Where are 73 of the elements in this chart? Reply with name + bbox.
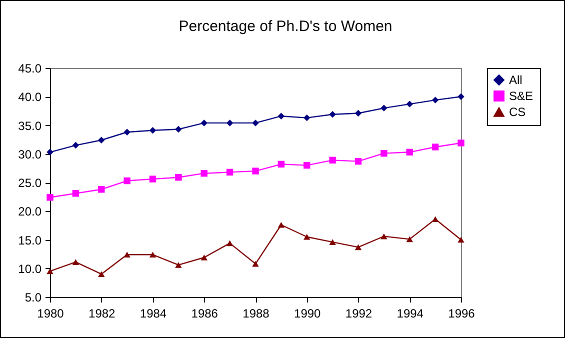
point (124, 128, 130, 136)
point (406, 236, 413, 242)
chart-title: Percentage of Ph.D's to Women (178, 18, 392, 35)
point (226, 168, 234, 176)
y-tick-label: 35.0 (18, 118, 42, 133)
legend-label: S&E (509, 89, 534, 103)
point (149, 176, 156, 182)
legend-label: CS (509, 105, 526, 119)
y-tick-label: 15.0 (18, 233, 42, 248)
point (458, 236, 464, 243)
y-tick-label: 40.0 (18, 90, 42, 104)
y-tick-label: 45.0 (18, 62, 42, 76)
x-tick-label: 1996 (448, 306, 476, 320)
point (124, 252, 130, 258)
point (98, 136, 105, 144)
point (406, 100, 413, 108)
x-tick-label: 1990 (294, 306, 322, 320)
y-tick-label: 10.0 (18, 262, 42, 276)
point (200, 120, 208, 126)
x-tick-label: 1982 (88, 306, 116, 320)
point (98, 186, 105, 193)
point (72, 259, 80, 265)
point (329, 239, 336, 245)
point (175, 174, 182, 181)
point (149, 252, 156, 258)
x-tick-label: 1986 (191, 306, 218, 320)
point (226, 120, 234, 126)
point (124, 177, 130, 184)
point (72, 190, 80, 197)
point (354, 110, 362, 117)
point (304, 114, 310, 122)
point (278, 222, 285, 228)
point (380, 233, 388, 240)
point (278, 160, 285, 168)
point (304, 162, 310, 169)
y-tick-label: 25.0 (18, 176, 42, 190)
point (329, 156, 336, 164)
point (46, 268, 54, 274)
point (354, 158, 362, 165)
point (458, 140, 464, 146)
legend-label: All (509, 73, 522, 87)
x-tick-label: 1984 (140, 306, 167, 320)
point (329, 111, 336, 118)
point (175, 126, 182, 133)
point (175, 262, 182, 268)
point (278, 112, 285, 120)
point (252, 168, 259, 174)
point (406, 148, 413, 156)
point (46, 148, 54, 156)
point (149, 127, 156, 134)
point (200, 170, 208, 177)
point (432, 216, 439, 222)
point (380, 104, 388, 112)
point (380, 150, 388, 157)
point (98, 271, 105, 278)
point (432, 144, 439, 150)
point (354, 244, 362, 250)
x-tick-label: 1992 (345, 306, 372, 320)
point (72, 142, 80, 149)
point (252, 120, 259, 126)
x-tick-label: 1994 (396, 306, 424, 320)
point (432, 96, 439, 104)
point (458, 93, 464, 100)
point (200, 254, 208, 260)
point (46, 194, 54, 201)
x-tick-label: 1988 (242, 306, 270, 320)
point (304, 234, 310, 240)
point (252, 260, 259, 267)
y-tick-label: 20.0 (18, 204, 42, 219)
point (226, 240, 234, 246)
y-tick-label: 30.0 (18, 147, 42, 162)
y-tick-label: 5.0 (24, 290, 42, 304)
x-tick-label: 1980 (37, 306, 64, 320)
